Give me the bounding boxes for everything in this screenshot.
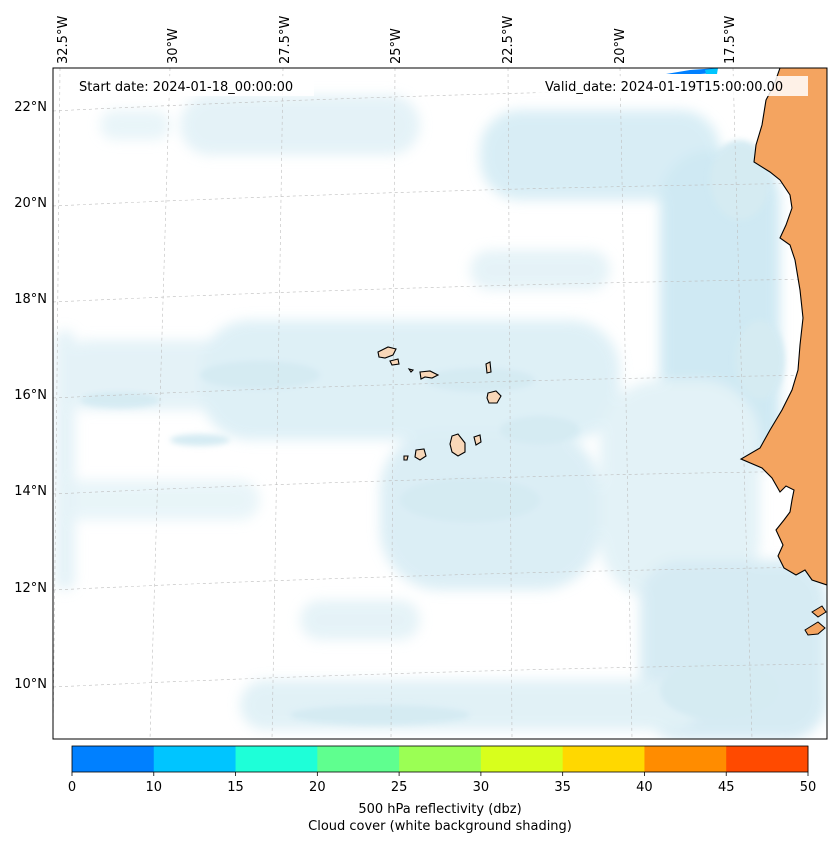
- colorbar-tick-label: 20: [309, 780, 326, 795]
- longitude-labels: 32.5°W 30°W 27.5°W 25°W 22.5°W 20°W 17.5…: [56, 16, 738, 64]
- colorbar-swatch: [562, 746, 645, 772]
- colorbar-swatch: [153, 746, 237, 772]
- lon-label: 22.5°W: [501, 16, 516, 64]
- colorbar-tick-label: 40: [636, 780, 653, 795]
- map-frame: [52, 67, 828, 740]
- colorbar-swatch: [399, 746, 482, 772]
- reflectivity-patch: [666, 68, 718, 74]
- lat-label: 16°N: [14, 388, 47, 403]
- colorbar-swatch: [480, 746, 564, 772]
- colorbar-swatch: [235, 746, 318, 772]
- lat-label: 22°N: [14, 100, 47, 115]
- colorbar-swatch: [72, 746, 155, 772]
- colorbar-tick-label: 10: [146, 780, 163, 795]
- colorbar-tick-label: 15: [227, 780, 244, 795]
- map-panel: Start date: 2024-01-18_00:00:00 Valid_da…: [53, 68, 827, 739]
- cloud-cover-shading: [55, 95, 827, 739]
- colorbar-label: 500 hPa reflectivity (dbz): [358, 802, 521, 817]
- colorbar-swatch: [726, 746, 809, 772]
- lon-label: 25°W: [389, 28, 404, 64]
- colorbar: 0 10 15 20 25 30 35 40 45 50 500 hPa reflectivity…: [68, 745, 816, 834]
- lat-label: 14°N: [14, 484, 47, 499]
- guinea-bissau-islands: [804, 621, 826, 636]
- lon-label: 32.5°W: [56, 16, 71, 64]
- africa-landmass: [739, 68, 827, 586]
- lat-label: 20°N: [14, 196, 47, 211]
- start-date-label: Start date: 2024-01-18_00:00:00: [79, 80, 293, 95]
- colorbar-swatch: [317, 746, 400, 772]
- graticule: [53, 68, 827, 739]
- colorbar-tick-label: 0: [68, 780, 76, 795]
- valid-date-label: Valid_date: 2024-01-19T15:00:00.00: [545, 80, 783, 95]
- cape-verde-islands: [377, 346, 502, 461]
- colorbar-swatches: [72, 746, 809, 772]
- lat-label: 12°N: [14, 581, 47, 596]
- lat-label: 18°N: [14, 292, 47, 307]
- colorbar-tick-label: 25: [391, 780, 408, 795]
- colorbar-tick-label: 50: [800, 780, 817, 795]
- colorbar-tick-label: 35: [554, 780, 571, 795]
- lon-label: 27.5°W: [278, 16, 293, 64]
- latitude-labels: 22°N 20°N 18°N 16°N 14°N 12°N 10°N: [14, 100, 47, 692]
- lon-label: 17.5°W: [723, 16, 738, 64]
- colorbar-ticks: 0 10 15 20 25 30 35 40 45 50: [68, 772, 816, 795]
- colorbar-tick-label: 45: [718, 780, 735, 795]
- lon-label: 20°W: [613, 28, 628, 64]
- lon-label: 30°W: [166, 28, 181, 64]
- colorbar-swatch: [644, 746, 727, 772]
- colorbar-tick-label: 30: [473, 780, 490, 795]
- lat-label: 10°N: [14, 677, 47, 692]
- colorbar-sublabel: Cloud cover (white background shading): [308, 819, 572, 834]
